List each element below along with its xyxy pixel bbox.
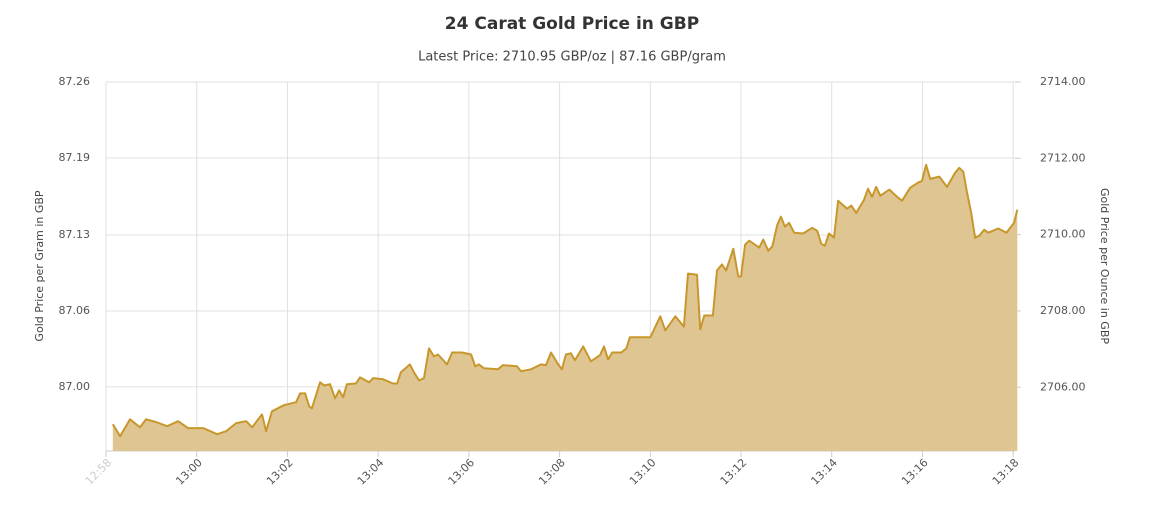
y2-tick-label: 2710.00 xyxy=(1040,228,1086,241)
y-tick-label: 87.00 xyxy=(59,380,91,393)
y2-axis-label: Gold Price per Ounce in GBP xyxy=(1098,188,1111,344)
x-tick-label: 13:02 xyxy=(264,456,296,488)
x-tick-label: 13:00 xyxy=(173,456,205,488)
x-tick-label: 13:12 xyxy=(718,456,750,488)
line xyxy=(111,163,1019,438)
chart-subtitle: Latest Price: 2710.95 GBP/oz | 87.16 GBP… xyxy=(418,50,726,65)
y2-tick-label: 2714.00 xyxy=(1040,75,1086,88)
y-axis-label: Gold Price per Gram in GBP xyxy=(33,190,46,341)
x-tick-label: 12:58 xyxy=(83,456,115,488)
y-tick-label: 87.19 xyxy=(59,151,91,164)
y-tick-label: 87.13 xyxy=(59,228,91,241)
y2-tick-label: 2712.00 xyxy=(1040,151,1086,164)
x-tick-label: 13:06 xyxy=(446,456,478,488)
x-tick-label: 13:14 xyxy=(808,456,840,488)
y-tick-label: 87.06 xyxy=(59,304,91,317)
x-tick-label: 13:08 xyxy=(536,456,568,488)
y2-tick-label: 2708.00 xyxy=(1040,304,1086,317)
chart-title: 24 Carat Gold Price in GBP xyxy=(445,14,699,34)
y-tick-label: 87.26 xyxy=(59,75,91,88)
x-tick-label: 13:18 xyxy=(990,456,1022,488)
x-tick-label: 13:16 xyxy=(899,456,931,488)
x-tick-label: 13:10 xyxy=(627,456,659,488)
area xyxy=(112,164,1018,452)
y2-tick-label: 2706.00 xyxy=(1040,380,1086,393)
x-tick-label: 13:04 xyxy=(355,456,387,488)
